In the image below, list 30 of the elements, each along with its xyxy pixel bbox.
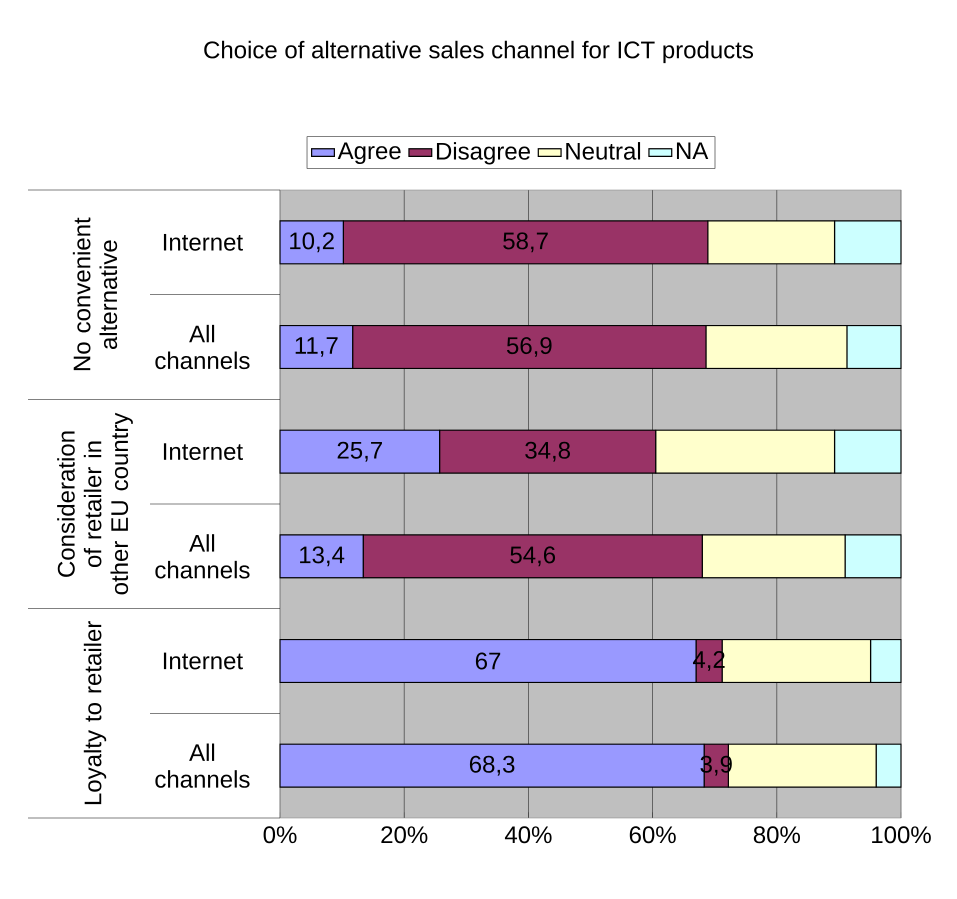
x-tick-label: 100% <box>872 826 931 844</box>
legend-label: Disagree <box>436 142 530 164</box>
y-tick-label: Internet <box>164 652 243 670</box>
chart-title: Choice of alternative sales channel for ICT products <box>204 40 754 64</box>
data-label: 25,7 <box>338 442 382 462</box>
data-label: 10,2 <box>290 232 334 252</box>
data-label: 58,7 <box>503 232 548 252</box>
text: Consideration of retailer in other EU country <box>57 412 133 594</box>
y-tick-label: All channels <box>155 744 250 788</box>
data-label: 34,8 <box>525 442 570 462</box>
text: Loyalty to retailer <box>84 621 106 804</box>
x-tick-label: 40% <box>504 826 552 844</box>
x-tick-label: 60% <box>630 826 676 844</box>
y-tick-label: Internet <box>164 234 243 251</box>
x-tick-label: 80% <box>754 826 800 844</box>
legend-label: Neutral <box>566 142 640 160</box>
data-label: 13,4 <box>300 546 344 566</box>
data-label: 56,9 <box>506 337 552 357</box>
data-label: 67 <box>476 652 500 670</box>
y-tick-label: Internet <box>164 443 243 460</box>
data-label: 68,3 <box>470 756 514 776</box>
y-tick-label: All channels <box>155 534 250 578</box>
legend-label: Agree <box>338 142 401 164</box>
x-tick-label: 20% <box>381 826 428 844</box>
y-tick-label: All channels <box>155 324 250 370</box>
x-tick-label: 0% <box>264 826 296 844</box>
data-label: 54,6 <box>510 546 556 566</box>
data-label: 11,7 <box>296 337 338 357</box>
text: No convenient alternative <box>72 217 118 370</box>
legend-label: NA <box>676 142 708 160</box>
